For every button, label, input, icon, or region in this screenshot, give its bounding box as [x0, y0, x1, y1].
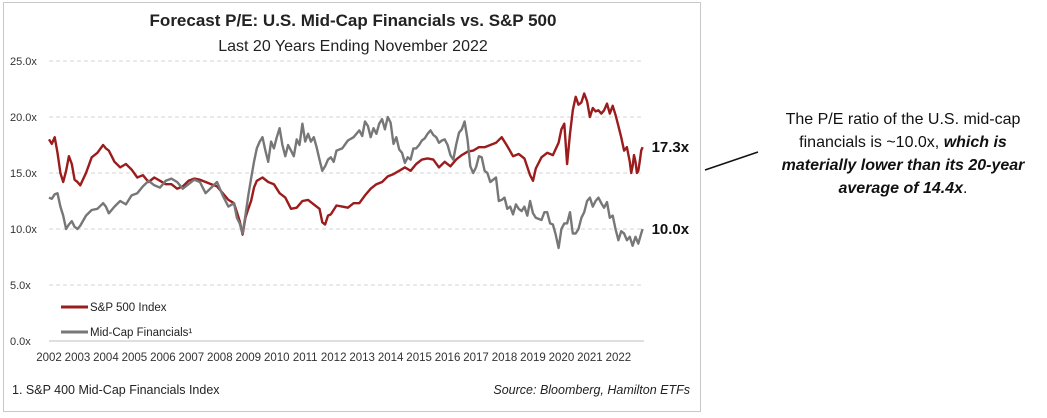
y-tick-label: 20.0x — [10, 112, 37, 124]
series-lines — [47, 92, 644, 250]
x-tick-label: 2003 — [65, 352, 91, 364]
legend-label: Mid-Cap Financials¹ — [90, 327, 192, 339]
footnote: 1. S&P 400 Mid-Cap Financials Index — [12, 383, 220, 397]
series-line-midcap-financials — [48, 115, 644, 250]
x-tick-label: 2011 — [293, 352, 318, 364]
annotation-pointer-line — [704, 151, 759, 171]
gridlines — [49, 60, 644, 342]
x-tick-label: 2022 — [606, 352, 632, 364]
x-tick-label: 2012 — [321, 352, 347, 364]
x-tick-label: 2009 — [235, 352, 261, 364]
annotation-end: . — [963, 180, 968, 197]
annotation-emphasis: which is materially lower than its 20-ye… — [781, 134, 1025, 197]
chart-subtitle: Last 20 Years Ending November 2022 — [218, 38, 488, 55]
chart-title: Forecast P/E: U.S. Mid-Cap Financials vs… — [149, 11, 557, 30]
y-tick-label: 15.0x — [10, 168, 37, 180]
x-axis-ticks: 2002 2003 2004 2005 2006 2007 2008 2009 2010 2011… — [36, 352, 631, 364]
end-label-midcap-financials: 10.0x — [652, 221, 690, 238]
chart-frame: 0.0x 5.0x 10.0x 15.0x 20.0x 25.0x 2002 2003 200… — [3, 2, 701, 412]
x-tick-label: 2020 — [549, 352, 575, 364]
y-tick-label: 25.0x — [10, 56, 37, 68]
annotation-text: The P/E ratio of the U.S. mid-cap financ… — [768, 108, 1038, 200]
series-line-sp500 — [47, 92, 644, 236]
source-note: Source: Bloomberg, Hamilton ETFs — [493, 383, 690, 397]
y-tick-label: 0.0x — [10, 336, 31, 348]
x-tick-label: 2016 — [435, 352, 461, 364]
x-tick-label: 2006 — [150, 352, 176, 364]
x-tick-label: 2005 — [122, 352, 148, 364]
annotation-part1: The P/E ratio of the U.S. mid-cap financ… — [785, 111, 1021, 151]
x-tick-label: 2008 — [207, 352, 233, 364]
x-tick-label: 2019 — [520, 352, 546, 364]
legend: S&P 500 Index Mid-Cap Financials¹ — [61, 302, 192, 339]
x-tick-label: 2018 — [492, 352, 518, 364]
y-axis-ticks: 0.0x 5.0x 10.0x 15.0x 20.0x 25.0x — [10, 56, 37, 348]
x-tick-label: 2017 — [463, 352, 489, 364]
x-tick-label: 2004 — [93, 352, 119, 364]
y-tick-label: 10.0x — [10, 224, 37, 236]
y-tick-label: 5.0x — [10, 280, 31, 292]
x-tick-label: 2021 — [577, 352, 603, 364]
x-tick-label: 2014 — [378, 352, 404, 364]
end-labels: 17.3x 10.0x — [652, 139, 690, 238]
x-tick-label: 2002 — [36, 352, 62, 364]
x-tick-label: 2007 — [179, 352, 205, 364]
end-label-sp500: 17.3x — [652, 139, 690, 156]
x-tick-label: 2013 — [349, 352, 375, 364]
x-tick-label: 2015 — [406, 352, 432, 364]
x-tick-label: 2010 — [264, 352, 290, 364]
legend-label: S&P 500 Index — [90, 302, 167, 314]
